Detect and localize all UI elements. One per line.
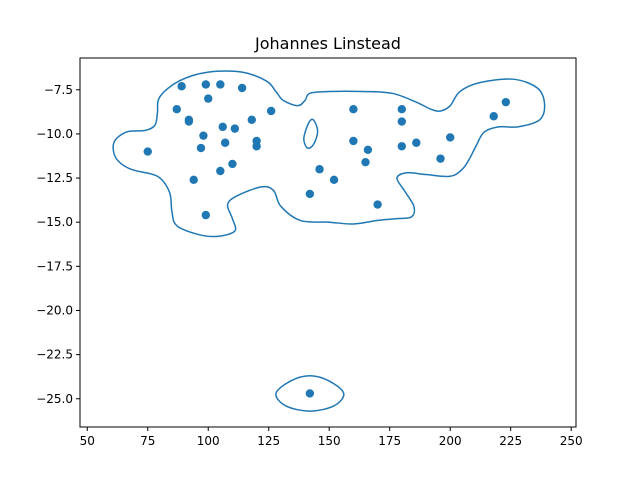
scatter-point	[216, 80, 225, 89]
scatter-point	[237, 83, 247, 93]
scatter-point	[204, 94, 213, 103]
scatter-point	[266, 106, 276, 116]
scatter-point	[489, 112, 498, 121]
x-tick-label: 50	[80, 434, 95, 448]
scatter-point	[361, 157, 370, 167]
x-tick-label: 225	[499, 434, 522, 448]
scatter-point	[216, 166, 225, 176]
scatter-point	[315, 165, 324, 174]
scatter-point	[143, 147, 152, 156]
scatter-point	[201, 80, 211, 89]
scatter-point	[196, 143, 206, 153]
density-contour-3	[275, 375, 345, 412]
scatter-point	[349, 136, 358, 146]
scatter-point	[363, 145, 373, 155]
x-tick-label: 100	[197, 434, 220, 448]
scatter-point	[199, 131, 208, 140]
scatter-point	[412, 138, 421, 147]
x-tick-label: 150	[318, 434, 341, 448]
scatter-point	[218, 122, 227, 132]
scatter-point	[220, 138, 230, 147]
x-tick-label: 75	[140, 434, 155, 448]
x-tick-label: 250	[560, 434, 583, 448]
scatter-point	[172, 105, 181, 114]
scatter-point	[189, 175, 198, 185]
contour-layer	[112, 70, 546, 412]
y-tick-label: −20.0	[36, 303, 73, 317]
y-axis: −7.5 −10.0 −12.5 −15.0 −17.5 −20.0 −22.5 −25.0	[36, 83, 80, 406]
y-tick-label: −7.5	[44, 83, 73, 97]
y-tick-label: −10.0	[36, 127, 73, 141]
x-tick-label: 125	[257, 434, 280, 448]
y-tick-label: −17.5	[36, 259, 73, 273]
chart-title: Johannes Linstead	[254, 34, 401, 53]
scatter-point	[177, 82, 186, 91]
x-tick-label: 175	[378, 434, 401, 448]
scatter-point	[230, 124, 240, 133]
scatter-point	[501, 97, 511, 107]
scatter-point	[397, 105, 406, 114]
scatter-point	[228, 159, 237, 169]
y-tick-label: −15.0	[36, 215, 73, 229]
scatter-point	[373, 200, 382, 209]
scatter-point	[184, 117, 194, 126]
y-tick-label: −12.5	[36, 171, 73, 185]
scatter-point	[252, 142, 261, 151]
scatter-point	[436, 154, 445, 163]
scatter-point	[201, 210, 211, 220]
scatter-point	[305, 389, 315, 398]
density-contour-2	[303, 118, 319, 150]
scatter-point	[445, 133, 455, 142]
points-layer	[143, 80, 511, 398]
y-tick-label: −25.0	[36, 392, 73, 406]
scatter-point	[397, 117, 406, 126]
scatter-point	[329, 175, 339, 185]
scatter-point	[305, 189, 315, 199]
scatter-point	[349, 105, 358, 114]
plot-frame	[79, 57, 577, 428]
scatter-point	[247, 115, 256, 124]
x-axis: 50 75 100 125 150 175 200 225 250	[80, 427, 583, 448]
y-tick-label: −22.5	[36, 348, 73, 362]
x-tick-label: 200	[439, 434, 462, 448]
density-contour-1	[112, 70, 546, 238]
scatter-point	[397, 142, 406, 151]
